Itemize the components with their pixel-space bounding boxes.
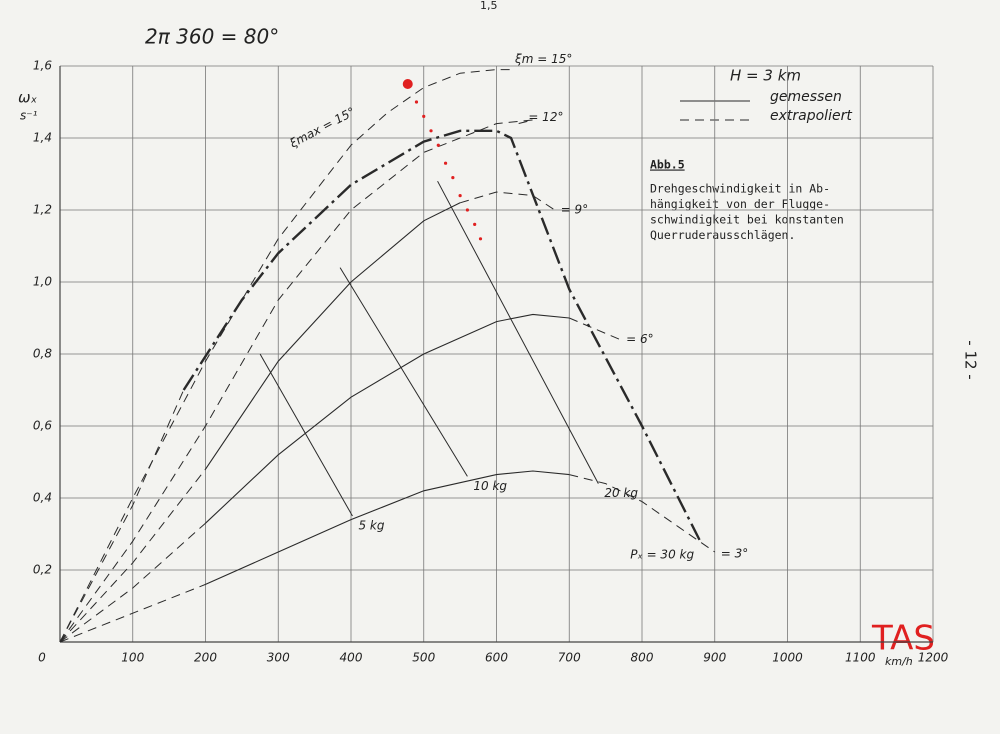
series-line (59, 389, 185, 643)
curve-label: = 12° (528, 110, 563, 124)
page-mark: 1,5 (480, 0, 498, 12)
y-label: ωₓ (18, 89, 38, 107)
red-dot (436, 143, 440, 147)
series-line (182, 129, 702, 542)
x-tick-label: 1200 (918, 651, 949, 665)
x-tick-label: 600 (485, 651, 508, 665)
red-dot (478, 237, 483, 241)
red-dot (402, 79, 413, 89)
legend-label: gemessen (770, 89, 842, 105)
description-line: schwindigkeit bei konstanten (650, 213, 844, 227)
description: Drehgeschwindigkeit in Ab-hängigkeit von… (650, 182, 844, 243)
y-unit: s⁻¹ (20, 109, 38, 123)
x-tick-label: 0 (38, 651, 46, 665)
page-number: - 12 - (962, 340, 980, 379)
red-dot (422, 114, 426, 118)
force-label: Pₓ = 30 kg (630, 547, 694, 561)
series-line (59, 468, 206, 643)
description-line: hängigkeit von der Flugge- (650, 197, 830, 211)
y-tick-label: 1,0 (33, 275, 52, 289)
red-dot (473, 222, 477, 226)
header-note: 2π 360 = 80° (145, 25, 279, 49)
red-dot (429, 129, 433, 133)
x-unit: km/h (885, 655, 913, 668)
y-tick-label: 1,2 (33, 203, 52, 217)
legend: H = 3 km gemessen extrapoliert (680, 67, 852, 124)
description-line: Drehgeschwindigkeit in Ab- (650, 182, 830, 196)
series-line (459, 191, 555, 211)
red-dot (443, 161, 448, 165)
force-label: 20 kg (604, 486, 638, 500)
y-tick-label: 0,6 (33, 419, 52, 433)
force-label: 10 kg (473, 479, 507, 493)
y-tick-label: 0,8 (33, 347, 52, 361)
y-tick-label: 0,4 (33, 491, 52, 505)
curve-label: ξmax = 15° (287, 104, 358, 151)
curve-label: = 9° (561, 203, 589, 217)
curve-label: ξm = 15° (514, 52, 572, 66)
stamp: TAS (871, 619, 935, 659)
series-line (59, 69, 512, 643)
box-title: Abb.5 (650, 158, 685, 172)
red-dot (465, 208, 469, 212)
description-line: Querruderausschlägen. (650, 228, 795, 242)
y-tick-label: 1,4 (33, 131, 52, 145)
x-tick-label: 900 (703, 651, 726, 665)
red-dot (451, 176, 455, 180)
x-tick-label: 700 (558, 651, 581, 665)
series-line (569, 474, 716, 553)
x-tick-label: 200 (194, 651, 217, 665)
force-label: 5 kg (358, 519, 384, 533)
series-line (205, 202, 461, 470)
legend-label: extrapoliert (770, 108, 852, 124)
series-line (205, 470, 570, 585)
y-tick-label: 0,2 (33, 563, 52, 577)
red-dot (458, 194, 462, 198)
x-tick-label: 300 (267, 651, 290, 665)
x-tick-label: 100 (121, 651, 144, 665)
series-line (59, 119, 533, 643)
series-line (59, 522, 206, 643)
legend-title: H = 3 km (730, 67, 801, 85)
force-line (437, 180, 599, 484)
series-line (59, 583, 206, 643)
x-tick-label: 400 (340, 651, 363, 665)
x-tick-label: 1000 (772, 651, 803, 665)
curve-label: = 3° (721, 547, 749, 561)
series-line (569, 317, 621, 341)
force-line (339, 267, 468, 477)
series-line (205, 313, 570, 524)
x-tick-label: 500 (412, 651, 435, 665)
force-line (259, 353, 353, 517)
red-dot (414, 100, 419, 104)
y-tick-label: 1,6 (33, 59, 52, 73)
x-tick-label: 800 (631, 651, 654, 665)
curve-label: = 6° (626, 332, 654, 346)
x-tick-label: 1100 (845, 651, 876, 665)
